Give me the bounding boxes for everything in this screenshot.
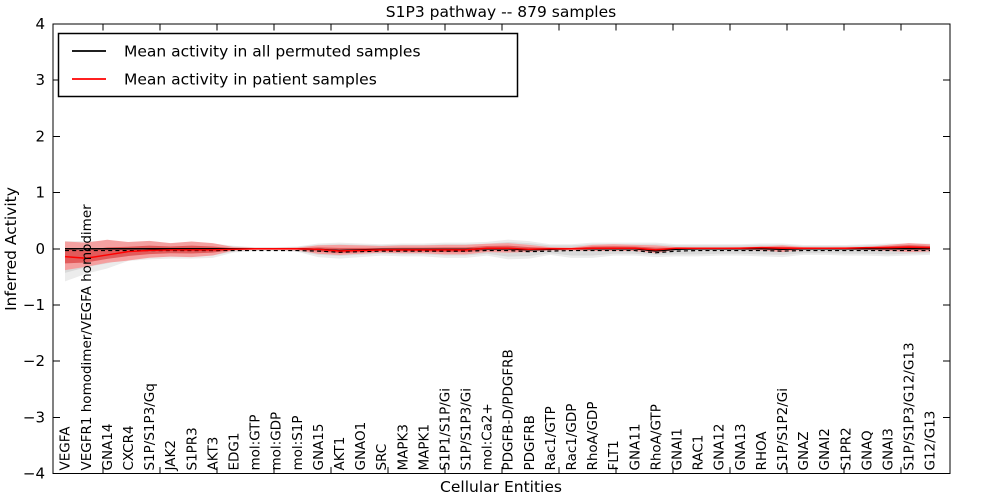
x-category-label: CXCR4 — [121, 425, 137, 470]
legend: Mean activity in all permuted samples Me… — [57, 32, 519, 98]
x-category-label: G12/G13 — [923, 411, 939, 471]
x-category-label: S1PR3 — [184, 427, 200, 470]
x-category-label: GNA14 — [100, 424, 116, 471]
x-category-label: RhoA/GDP — [585, 402, 601, 471]
x-category-label: EDG1 — [226, 433, 242, 471]
x-category-label: GNAZ — [796, 431, 812, 470]
chart-title: S1P3 pathway -- 879 samples — [386, 3, 616, 21]
x-category-label: mol:GTP — [248, 414, 264, 470]
x-category-label: S1P1/S1P/Gi — [437, 388, 453, 470]
x-category-label: GNA12 — [712, 424, 728, 471]
x-category-label: GNAQ — [859, 430, 875, 470]
x-category-label: S1P/S1P3/Gq — [142, 383, 158, 470]
x-category-label: Rac1/GTP — [543, 406, 559, 470]
x-category-label: PDGFRB — [522, 415, 538, 470]
x-axis-label: Cellular Entities — [440, 478, 562, 496]
x-category-label: S1P/S1P2/Gi — [775, 388, 791, 471]
x-category-label: MAPK3 — [395, 424, 411, 470]
y-tick-label: −2 — [23, 352, 45, 370]
y-tick-label: 3 — [35, 71, 45, 89]
x-category-label: GNA15 — [311, 424, 327, 471]
x-category-label: RhoA/GTP — [648, 404, 664, 470]
legend-box — [57, 32, 519, 98]
x-category-label: AKT3 — [205, 437, 221, 471]
x-category-label: GNA11 — [627, 424, 643, 471]
x-category-label: MAPK1 — [416, 424, 432, 470]
x-category-label: GNAI1 — [670, 428, 686, 470]
legend-label-permuted: Mean activity in all permuted samples — [124, 43, 421, 61]
tick-labels-layer: 4 3 2 1 0 −1 −2 −3 −4 VEGFA VEGFR1 homodimer/VEGFA… — [23, 15, 939, 483]
x-category-label: GNAI3 — [881, 428, 897, 470]
x-category-label: RAC1 — [691, 435, 707, 471]
y-tick-label: −1 — [23, 296, 45, 314]
x-category-label: RHOA — [754, 431, 770, 471]
series-lines-layer — [64, 246, 931, 260]
y-tick-label: −4 — [23, 465, 45, 483]
x-category-label: JAK2 — [163, 440, 179, 471]
x-category-label: mol:S1P — [290, 415, 306, 470]
x-category-label: GNA13 — [733, 424, 749, 471]
y-tick-label: 4 — [35, 15, 45, 33]
x-category-label: GNAO1 — [353, 422, 369, 471]
x-category-label: mol:GDP — [269, 412, 285, 471]
x-category-label: S1PR2 — [838, 427, 854, 470]
axes-layer — [52, 23, 951, 474]
confidence-bands-layer — [65, 239, 930, 282]
x-category-label: SRC — [374, 444, 390, 471]
x-category-label: mol:Ca2+ — [480, 403, 496, 470]
y-tick-label: 1 — [35, 184, 45, 202]
x-category-label: PDGFB-D/PDGFRB — [501, 349, 517, 470]
x-category-label: Rac1/GDP — [564, 404, 580, 471]
x-category-label: VEGFA — [58, 426, 74, 471]
series-line-patient-mean — [64, 246, 931, 260]
x-category-label: GNAI2 — [817, 428, 833, 470]
y-tick-label: −3 — [23, 408, 45, 426]
y-axis-label: Inferred Activity — [2, 187, 20, 311]
y-tick-label: 2 — [35, 127, 45, 145]
y-tick-label: 0 — [35, 240, 45, 258]
x-category-label: FLT1 — [606, 440, 622, 470]
x-category-label: AKT1 — [332, 437, 348, 471]
x-category-label: S1P/S1P3/Gi — [459, 388, 475, 471]
legend-label-patient: Mean activity in patient samples — [124, 71, 377, 89]
x-category-label: VEGFR1 homodimer/VEGFA homodimer — [79, 204, 95, 471]
x-category-label: S1P/S1P3/G12/G13 — [902, 342, 918, 470]
